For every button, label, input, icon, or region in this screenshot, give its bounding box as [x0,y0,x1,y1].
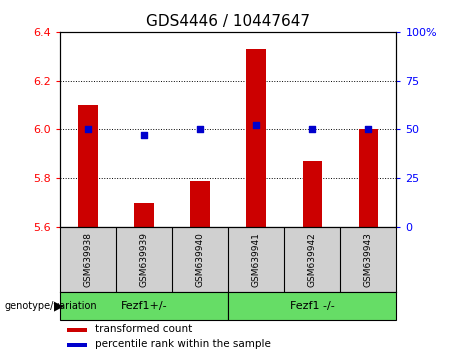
Point [84,127,92,132]
Text: GSM639939: GSM639939 [140,232,148,287]
Text: GSM639938: GSM639938 [83,232,93,287]
Bar [247,49,266,227]
Text: GSM639941: GSM639941 [252,232,261,287]
Point [253,122,260,128]
Text: Fezf1+/-: Fezf1+/- [121,301,167,311]
Text: percentile rank within the sample: percentile rank within the sample [95,339,271,349]
Bar [67,343,87,347]
Text: genotype/variation: genotype/variation [5,301,97,311]
Bar [359,130,378,227]
Bar [78,105,98,227]
Text: GSM639940: GSM639940 [195,232,205,287]
Text: transformed count: transformed count [95,324,193,333]
Bar [302,161,322,227]
Bar [67,328,87,332]
Point [365,127,372,132]
Title: GDS4446 / 10447647: GDS4446 / 10447647 [146,14,310,29]
Bar [190,181,210,227]
Text: ▶: ▶ [54,299,63,313]
Text: GSM639943: GSM639943 [364,232,373,287]
Point [309,127,316,132]
Bar [228,292,396,320]
Text: GSM639942: GSM639942 [308,232,317,287]
Point [196,127,204,132]
Bar [60,292,228,320]
Text: Fezf1 -/-: Fezf1 -/- [290,301,335,311]
Bar [134,202,154,227]
Point [140,132,148,138]
